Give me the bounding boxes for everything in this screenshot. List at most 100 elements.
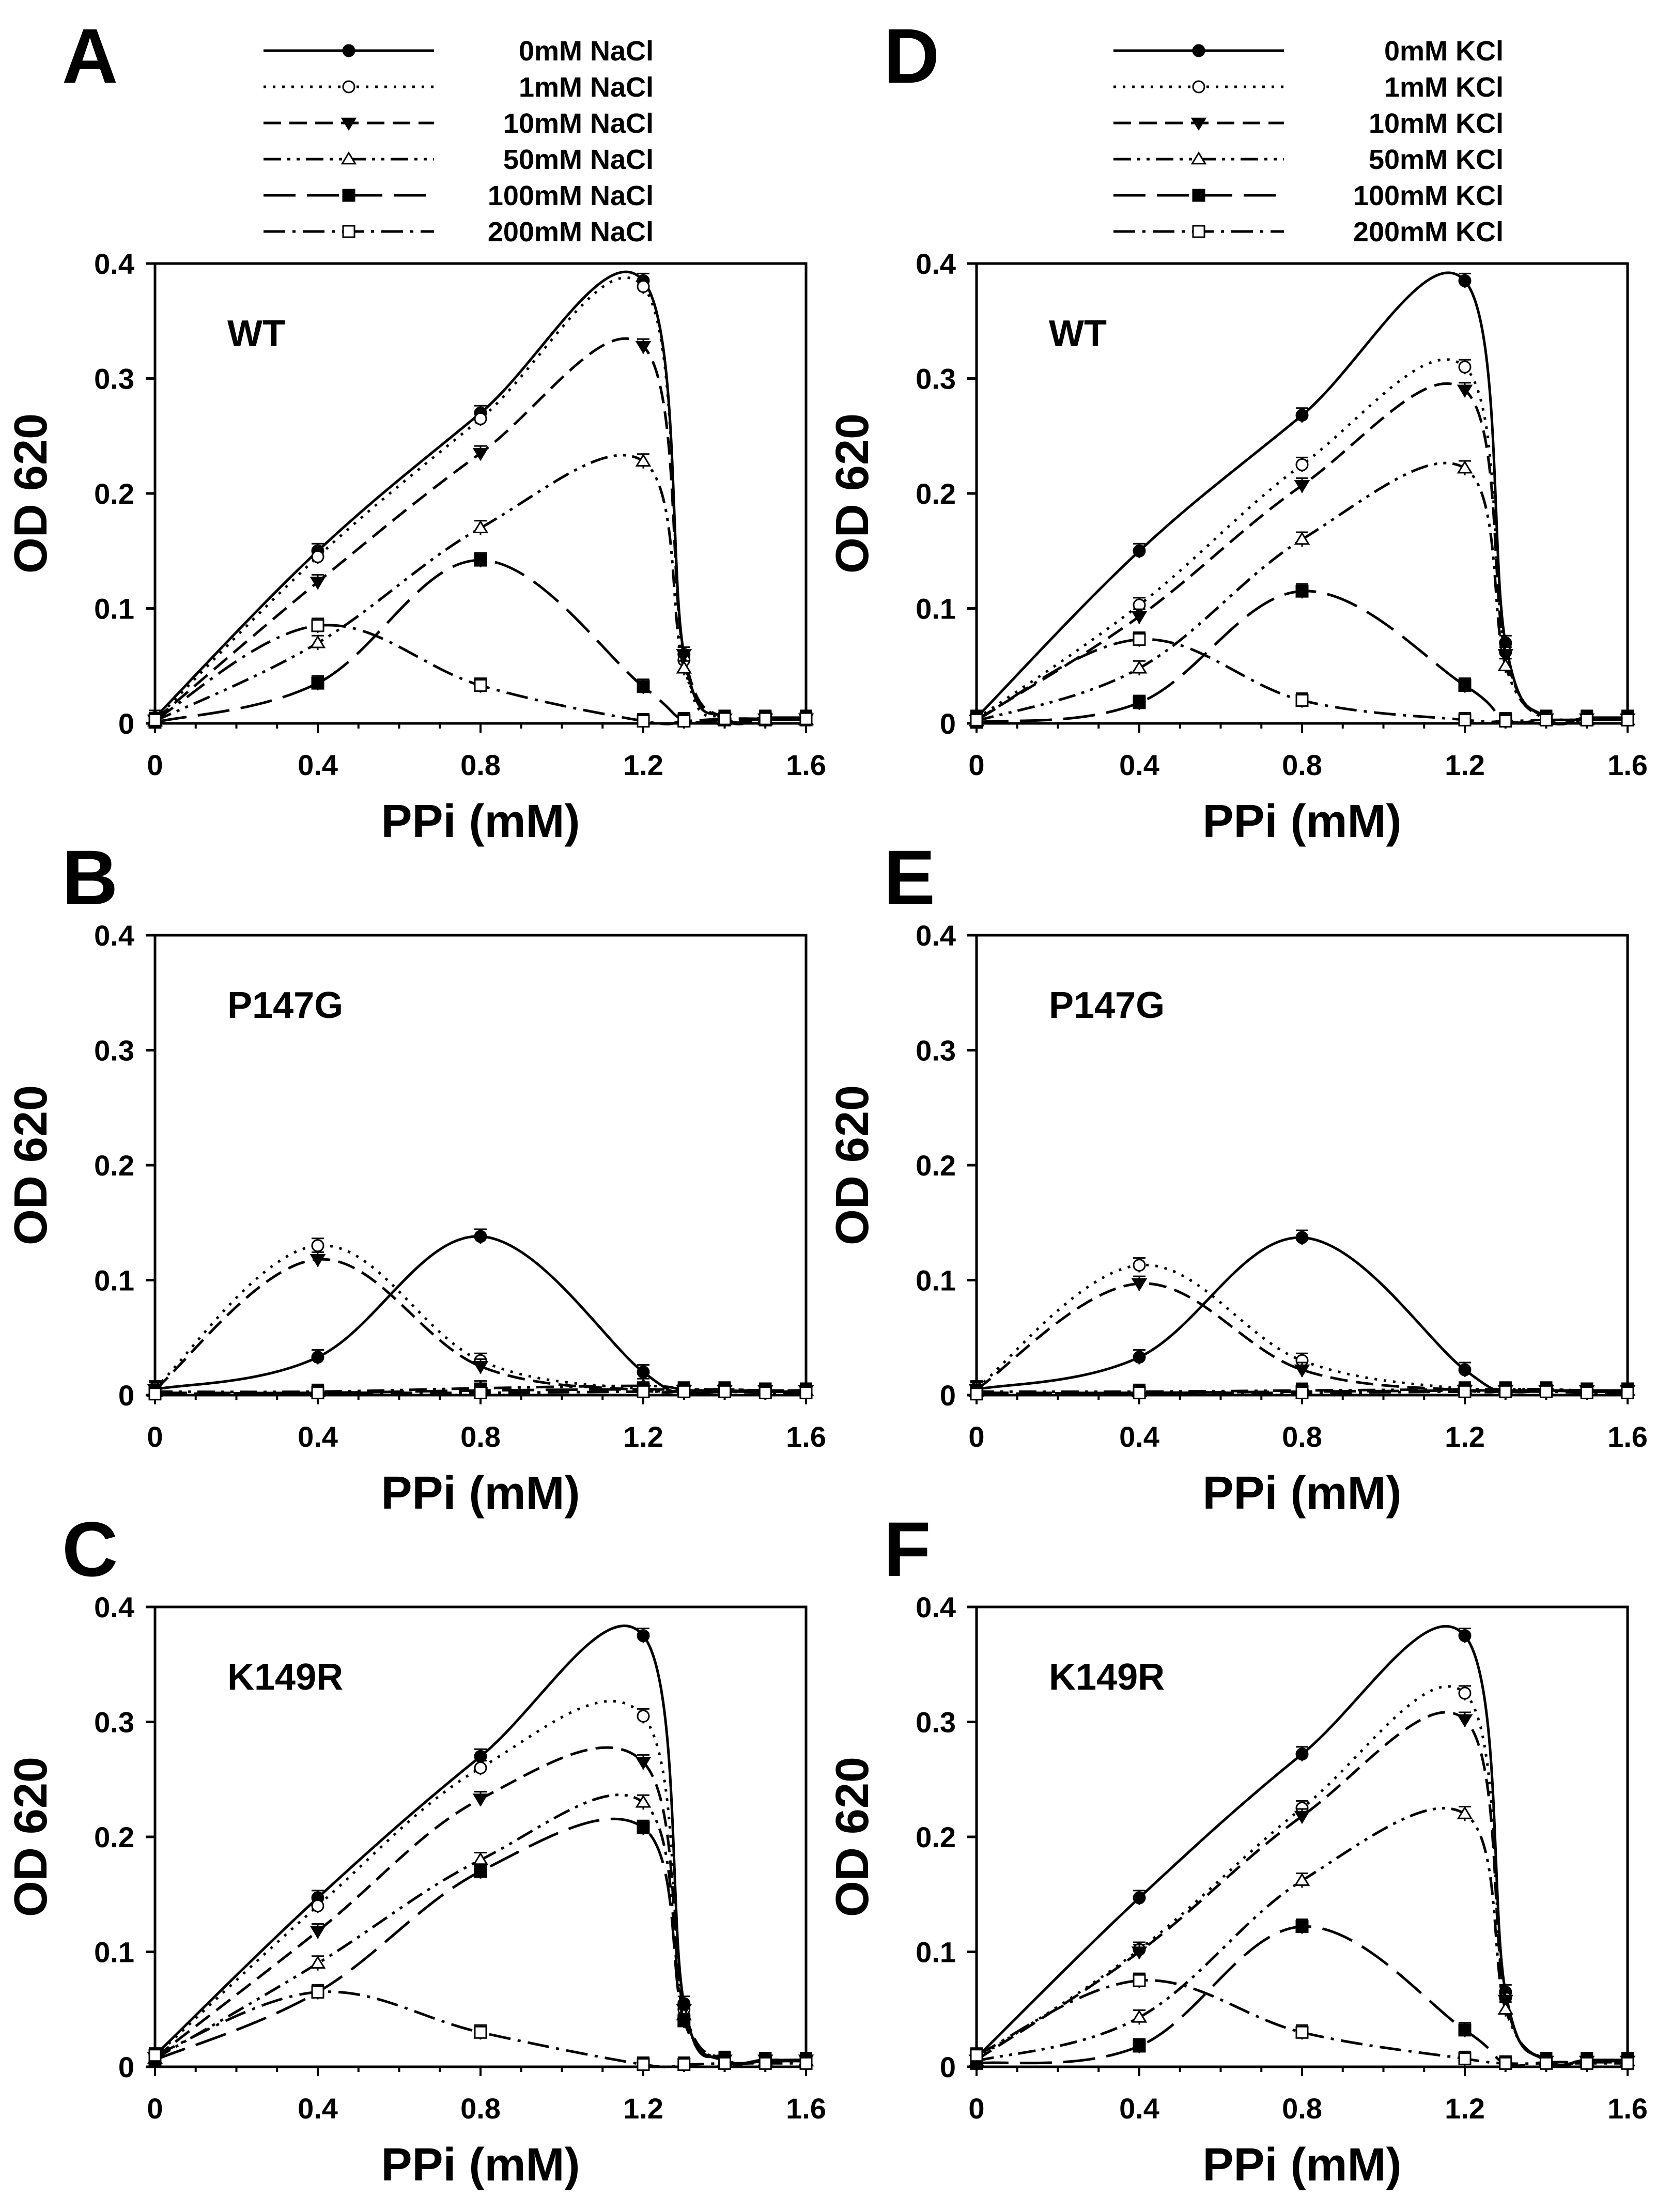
- y-tick-label: 0.2: [916, 477, 956, 510]
- x-tick-label: 0.4: [1119, 2092, 1159, 2125]
- data-point: [1295, 1231, 1309, 1244]
- panel-letter: A: [62, 12, 118, 99]
- x-tick-label: 1.6: [786, 1420, 826, 1453]
- data-point: [718, 2056, 731, 2070]
- data-point: [309, 577, 326, 590]
- series-line: [155, 624, 806, 725]
- series-line: [155, 1390, 806, 1396]
- data-point: [1580, 713, 1593, 726]
- y-tick-label: 0.1: [94, 1936, 134, 1969]
- x-tick-label: 0: [147, 749, 163, 781]
- data-point: [1499, 715, 1512, 728]
- data-point: [311, 1899, 324, 1912]
- data-point: [637, 1821, 650, 1834]
- variant-label: WT: [227, 313, 285, 354]
- x-axis-title: PPi (mM): [381, 1467, 580, 1519]
- data-point: [1294, 1873, 1310, 1886]
- data-point: [1458, 274, 1472, 287]
- data-point: [1294, 1364, 1310, 1378]
- x-tick-label: 1.2: [1445, 1420, 1485, 1453]
- x-tick-label: 1.2: [1445, 749, 1485, 781]
- x-tick-label: 1.2: [623, 1420, 663, 1453]
- series-line: [977, 1390, 1628, 1396]
- legend-marker: [340, 117, 357, 131]
- data-point: [1621, 713, 1634, 726]
- data-point: [1131, 660, 1148, 674]
- y-tick-label: 0.4: [916, 1591, 956, 1623]
- panel-c: C 0 0.1 0.2 0.3 0.4 0 0.4 0.8 1.2 1.6 PPi (mM) OD 62…: [5, 1506, 826, 2191]
- data-point: [1131, 2009, 1148, 2023]
- x-axis-title: PPi (mM): [381, 2139, 580, 2191]
- x-tick-label: 0: [968, 2092, 984, 2125]
- panel-b: B 0 0.1 0.2 0.3 0.4 0 0.4 0.8 1.2 1.6 PPi (mM) OD 62…: [5, 834, 826, 1519]
- panel-letter: B: [62, 834, 118, 921]
- data-point: [1458, 1363, 1472, 1376]
- data-point: [1458, 1385, 1472, 1398]
- series-6: [148, 617, 813, 729]
- panel-e: E 0 0.1 0.2 0.3 0.4 0 0.4 0.8 1.2 1.6 PPi (mM) OD 62…: [827, 834, 1648, 1519]
- y-axis-title: OD 620: [827, 1085, 878, 1245]
- data-point: [799, 1386, 813, 1400]
- y-tick-label: 0.2: [94, 1149, 134, 1182]
- x-tick-label: 0.8: [1282, 2092, 1322, 2125]
- panel-letter: C: [62, 1506, 118, 1592]
- legend-marker: [340, 151, 357, 165]
- data-point: [1295, 1386, 1309, 1400]
- data-point: [472, 520, 489, 534]
- y-axis-title: OD 620: [5, 1085, 57, 1245]
- x-tick-label: 0: [968, 749, 984, 781]
- series-3: [968, 1275, 1636, 1399]
- x-tick-label: 0.8: [460, 2092, 501, 2125]
- data-point: [474, 2025, 487, 2039]
- data-point: [1133, 1386, 1146, 1400]
- legend-marker: [1192, 44, 1205, 57]
- series-3: [147, 1251, 814, 1399]
- data-point: [1621, 2056, 1634, 2070]
- y-tick-label: 0.2: [916, 1149, 956, 1182]
- x-tick-label: 0: [968, 1420, 984, 1453]
- data-point: [474, 679, 487, 692]
- data-point: [1497, 1994, 1514, 2008]
- data-point: [1458, 2052, 1472, 2065]
- data-point: [474, 1386, 487, 1400]
- data-point: [1133, 1259, 1146, 1272]
- series-3: [968, 382, 1636, 728]
- data-point: [677, 2058, 691, 2071]
- data-point: [472, 1793, 489, 1807]
- data-point: [637, 2058, 650, 2071]
- data-point: [635, 1795, 652, 1808]
- data-point: [1458, 1687, 1472, 1700]
- data-point: [1458, 2023, 1472, 2037]
- x-axis-title: PPi (mM): [1202, 796, 1401, 847]
- y-tick-label: 0.4: [94, 919, 134, 952]
- data-point: [309, 1926, 326, 1939]
- y-tick-label: 0.1: [916, 593, 956, 625]
- data-point: [1294, 1811, 1310, 1824]
- data-point: [637, 1385, 650, 1398]
- data-point: [1457, 1714, 1473, 1728]
- y-tick-label: 0.2: [94, 477, 134, 510]
- series-line: [977, 590, 1628, 724]
- data-point: [1457, 384, 1473, 398]
- x-tick-label: 0.4: [298, 749, 338, 781]
- data-point: [1499, 2056, 1512, 2070]
- legend-left: 0mM NaCl 1mM NaCl 10mM NaCl 50mM NaCl 100mM …: [264, 36, 654, 248]
- data-point: [311, 550, 324, 563]
- data-point: [1133, 1891, 1146, 1905]
- series-5: [148, 552, 813, 730]
- x-axis-title: PPi (mM): [1202, 2139, 1401, 2191]
- data-point: [1540, 713, 1553, 726]
- y-tick-label: 0: [940, 1379, 956, 1412]
- data-point: [474, 553, 487, 567]
- series-3: [968, 1711, 1636, 2069]
- data-point: [1295, 694, 1309, 707]
- panel-a: A 0 0.1 0.2 0.3 0.4 0 0.4 0.8 1.2 1.6 PPi (mM) OD 62…: [5, 12, 826, 847]
- data-point: [474, 412, 487, 425]
- data-point: [1133, 696, 1146, 709]
- legend-label: 200mM NaCl: [488, 216, 654, 248]
- variant-label: P147G: [227, 985, 343, 1026]
- data-point: [1497, 2001, 1514, 2015]
- x-tick-label: 0: [147, 2092, 163, 2125]
- y-tick-label: 0.3: [916, 1706, 956, 1739]
